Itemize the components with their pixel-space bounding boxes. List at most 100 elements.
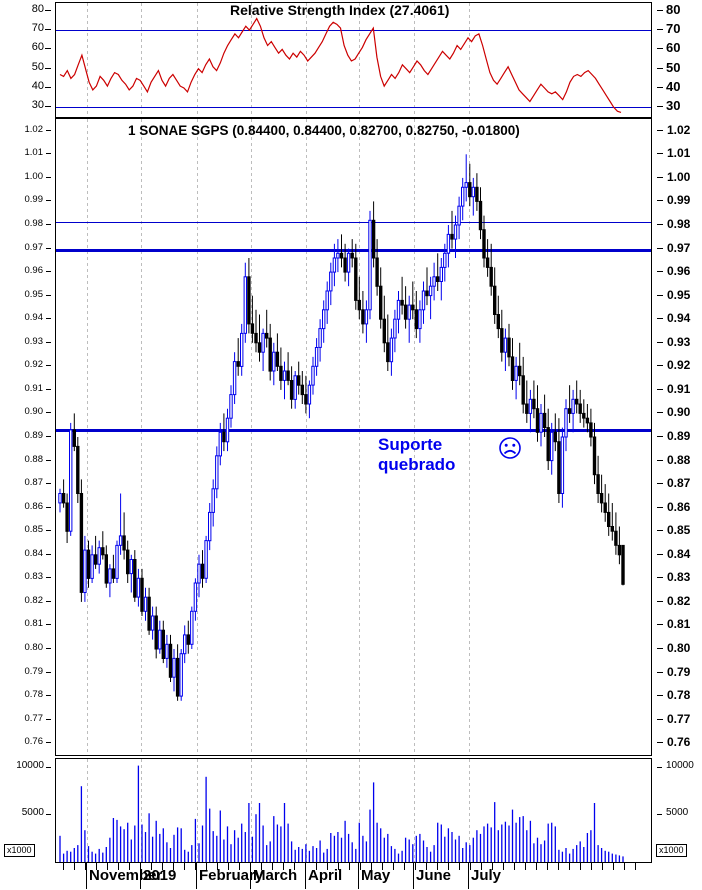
- price-y-label-0.86: 0.86: [24, 500, 44, 512]
- price-y-label-0.96: 0.96: [24, 265, 44, 277]
- rsi-y-label-70: 70: [31, 22, 44, 35]
- price-y-label-right-0.81: 0.81: [667, 617, 691, 632]
- price-y-label-1.02: 1.02: [24, 123, 44, 135]
- price-y-label-right-0.96: 0.96: [667, 264, 691, 279]
- price-y-label-right-0.92: 0.92: [667, 358, 691, 373]
- price-y-label-0.78: 0.78: [24, 689, 44, 701]
- rsi-y-label-right-50: 50: [666, 59, 681, 75]
- price-reference-line-resistance-lower[interactable]: [56, 248, 651, 252]
- price-y-label-0.80: 0.80: [24, 642, 44, 653]
- rsi-line-series: [59, 17, 622, 113]
- gridline-vertical-1: [141, 3, 142, 117]
- price-tick-left-0.76: [46, 742, 51, 743]
- price-y-label-right-0.97: 0.97: [667, 240, 691, 255]
- date-minor-tick: [426, 863, 427, 870]
- date-minor-tick: [382, 863, 383, 870]
- rsi-tick-left-70: [45, 29, 51, 30]
- date-axis-line: [55, 862, 652, 863]
- date-minor-tick: [338, 863, 339, 870]
- price-tick-right-0.81: [657, 624, 663, 625]
- price-y-label-0.84: 0.84: [24, 547, 44, 559]
- price-tick-left-1.00: [46, 177, 51, 178]
- price-tick-right-1.00: [657, 177, 663, 178]
- price-tick-left-0.89: [46, 436, 51, 437]
- date-label-june: June: [416, 867, 452, 884]
- price-plot-area[interactable]: Suporte quebrado: [55, 118, 652, 756]
- rsi-level-line-30: [56, 107, 651, 108]
- date-separator-1: [140, 863, 141, 889]
- price-tick-left-0.79: [46, 672, 51, 673]
- volume-plot-area[interactable]: [55, 758, 652, 862]
- gridline-vertical-5: [359, 119, 360, 755]
- rsi-tick-right-80: [657, 10, 663, 11]
- date-minor-tick: [184, 863, 185, 870]
- rsi-tick-right-40: [657, 87, 663, 88]
- rsi-y-label-60: 60: [31, 41, 44, 54]
- price-y-label-right-0.91: 0.91: [667, 381, 691, 396]
- gridline-vertical-6: [414, 3, 415, 117]
- volume-y-label-10000: 10000: [16, 760, 44, 772]
- gridline-vertical-0: [87, 119, 88, 755]
- price-tick-left-0.80: [46, 648, 51, 649]
- date-label-may: May: [361, 867, 391, 884]
- sad-face-icon: [499, 437, 521, 460]
- volume-bar-series: [59, 765, 624, 862]
- gridline-vertical-3: [251, 119, 252, 755]
- gridline-vertical-6: [414, 759, 415, 862]
- price-reference-line-resistance-upper[interactable]: [56, 222, 651, 224]
- gridline-vertical-7: [469, 3, 470, 117]
- gridline-vertical-5: [359, 759, 360, 862]
- gridline-vertical-4: [306, 119, 307, 755]
- price-y-label-0.82: 0.82: [24, 594, 44, 606]
- price-tick-left-0.83: [46, 577, 51, 578]
- date-minor-tick: [85, 863, 86, 870]
- date-minor-tick: [239, 863, 240, 870]
- date-minor-tick: [602, 863, 603, 870]
- rsi-y-label-30: 30: [31, 99, 44, 112]
- price-tick-left-0.96: [46, 271, 51, 272]
- volume-y-label-5000: 5000: [21, 807, 44, 819]
- volume-panel: 10000 5000 10000 5000 x1000 x1000: [0, 758, 702, 862]
- date-minor-tick: [503, 863, 504, 870]
- date-minor-tick: [525, 863, 526, 870]
- price-tick-right-0.85: [657, 530, 663, 531]
- date-minor-tick: [415, 863, 416, 870]
- annotation-line-2: quebrado: [378, 454, 456, 474]
- date-axis: November 2019 February March April May June Jul…: [0, 862, 702, 890]
- gridline-vertical-1: [141, 759, 142, 862]
- rsi-tick-left-40: [45, 87, 51, 88]
- price-y-label-right-0.94: 0.94: [667, 311, 691, 326]
- date-label-april: April: [308, 867, 343, 884]
- rsi-plot-area[interactable]: [55, 2, 652, 118]
- date-label-november: November: [89, 867, 163, 884]
- volume-unit-badge-left: x1000: [4, 844, 35, 857]
- rsi-tick-right-60: [657, 48, 663, 49]
- gridline-vertical-0: [87, 759, 88, 862]
- date-minor-tick: [514, 863, 515, 870]
- date-minor-tick: [536, 863, 537, 870]
- price-y-label-right-0.76: 0.76: [667, 735, 691, 750]
- date-minor-tick: [437, 863, 438, 870]
- price-axis-right: 1.02 1.01 1.00 0.99 0.98 0.97 0.96 0.95 0.94 0.93…: [655, 118, 702, 758]
- rsi-tick-right-30: [657, 106, 663, 107]
- price-y-label-right-0.95: 0.95: [667, 287, 691, 302]
- date-separator-4: [305, 863, 306, 889]
- price-tick-left-0.94: [46, 318, 51, 319]
- date-label-february: February: [199, 867, 264, 884]
- price-reference-line-support-broken[interactable]: [56, 429, 651, 433]
- date-label-july: July: [471, 867, 502, 884]
- date-minor-tick: [74, 863, 75, 870]
- price-y-label-0.95: 0.95: [24, 288, 44, 300]
- price-tick-right-0.76: [657, 742, 663, 743]
- date-minor-tick: [250, 863, 251, 870]
- rsi-tick-left-60: [45, 48, 51, 49]
- date-minor-tick: [140, 863, 141, 870]
- date-minor-tick: [404, 863, 405, 870]
- volume-y-label-right-5000: 5000: [666, 807, 689, 819]
- date-minor-tick: [459, 863, 460, 870]
- gridline-vertical-4: [306, 759, 307, 862]
- date-minor-tick: [360, 863, 361, 870]
- price-y-label-0.90: 0.90: [24, 406, 44, 418]
- date-minor-tick: [316, 863, 317, 870]
- date-minor-tick: [151, 863, 152, 870]
